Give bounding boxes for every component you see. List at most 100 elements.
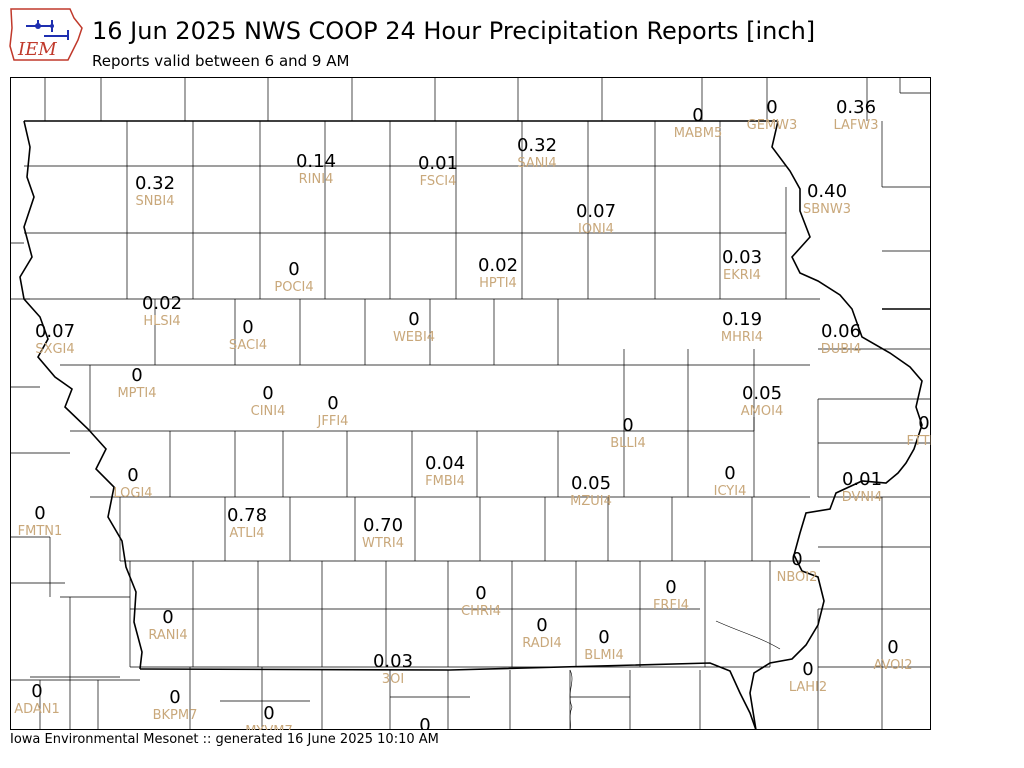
- precip-value: 0: [918, 413, 929, 434]
- precip-value: 0: [131, 365, 142, 386]
- precip-value: 0: [802, 659, 813, 680]
- station-id: FSCI4: [420, 174, 457, 189]
- footer-credit: Iowa Environmental Mesonet :: generated …: [10, 732, 439, 747]
- precip-value: 0: [536, 615, 547, 636]
- precip-value: 0.02: [478, 255, 518, 276]
- precip-value: 0: [127, 465, 138, 486]
- precip-value: 0.05: [742, 383, 782, 404]
- precip-value: 0.01: [842, 469, 882, 490]
- precip-value: 0.36: [836, 97, 876, 118]
- station-labels: 0MABM50GEMW30.36LAFW30.14RINI40.01FSCI40…: [14, 97, 931, 730]
- station-id: RANI4: [148, 628, 187, 643]
- station-id: FMBI4: [425, 474, 465, 489]
- precip-value: 0.02: [142, 293, 182, 314]
- precip-value: 0.03: [722, 247, 762, 268]
- precip-value: 0.32: [517, 135, 557, 156]
- precip-value: 0.04: [425, 453, 465, 474]
- station-id: MPTI4: [117, 386, 156, 401]
- precip-value: 0.70: [363, 515, 403, 536]
- station-id: GEMW3: [747, 118, 798, 133]
- station-id: SXGI4: [35, 342, 74, 357]
- precip-value: 0.03: [373, 651, 413, 672]
- precip-value: 0: [622, 415, 633, 436]
- precip-value: 0: [31, 681, 42, 702]
- station-id: MABM5: [674, 126, 723, 141]
- precip-value: 0.06: [821, 321, 861, 342]
- precip-value: 0: [169, 687, 180, 708]
- precip-value: 0.32: [135, 173, 175, 194]
- station-id: CINI4: [251, 404, 286, 419]
- station-id: SANI4: [517, 156, 556, 171]
- precip-value: 0: [262, 383, 273, 404]
- precip-value: 0.14: [296, 151, 336, 172]
- county-lines: [10, 77, 930, 730]
- station-id: HPTI4: [479, 276, 517, 291]
- precip-value: 0.07: [35, 321, 75, 342]
- station-id: NBOI2: [777, 570, 818, 585]
- weather-station-icon: [26, 20, 69, 40]
- station-id: DVNI4: [842, 490, 883, 505]
- station-marker: 0FTTI4: [906, 413, 931, 449]
- station-id: SACI4: [229, 338, 267, 353]
- iowa-outline-icon: [9, 8, 83, 61]
- station-id: RADI4: [522, 636, 562, 651]
- station-id: MYVM7: [245, 724, 293, 730]
- precip-value: 0: [692, 105, 703, 126]
- station-marker: 0: [419, 715, 430, 730]
- precip-value: 0.40: [807, 181, 847, 202]
- station-id: BKPM7: [153, 708, 198, 723]
- station-id: BLLI4: [610, 436, 646, 451]
- precip-value: 0: [263, 703, 274, 724]
- state-boundaries: [19, 120, 930, 730]
- station-id: EKRI4: [723, 268, 761, 283]
- precip-value: 0: [34, 503, 45, 524]
- precip-value: 0: [419, 715, 430, 730]
- precip-value: 0: [162, 607, 173, 628]
- station-id: SNBI4: [136, 194, 175, 209]
- precip-value: 0: [327, 393, 338, 414]
- precip-value: 0: [408, 309, 419, 330]
- station-marker: 0MYVM7: [245, 703, 293, 730]
- precip-value: 0: [887, 637, 898, 658]
- precip-value: 0: [598, 627, 609, 648]
- station-id: MHRI4: [721, 330, 763, 345]
- station-id: ADAN1: [14, 702, 60, 717]
- river-lines: [569, 620, 781, 730]
- station-id: LAHI2: [789, 680, 827, 695]
- precip-value: 0.19: [722, 309, 762, 330]
- station-id: WTRI4: [362, 536, 404, 551]
- precip-value: 0: [288, 259, 299, 280]
- station-id: POCI4: [274, 280, 313, 295]
- station-id: IONI4: [578, 222, 614, 237]
- precip-value: 0.01: [418, 153, 458, 174]
